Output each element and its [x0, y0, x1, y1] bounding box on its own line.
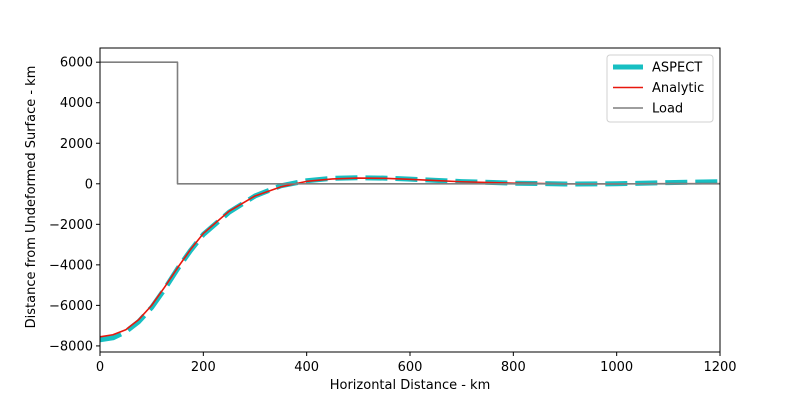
series-load-line [100, 61, 720, 185]
series-analytic-line [100, 177, 720, 338]
x-tick-label: 1200 [703, 360, 736, 375]
axes-layer: 0 200 400 600 800 1000 1200 −8000 −6000 −4000 −200… [49, 47, 737, 375]
y-tick-label: −8000 [49, 339, 93, 354]
y-tick-label: 6000 [60, 56, 93, 71]
x-tick-label: 600 [398, 360, 423, 375]
series-layer [100, 61, 720, 343]
legend: ASPECT Analytic Load [606, 54, 714, 123]
x-tick-label: 200 [191, 360, 216, 375]
y-tick-label: 4000 [60, 96, 93, 111]
series-aspect-line [100, 175, 720, 343]
y-axis-label: Distance from Undeformed Surface - km [24, 66, 39, 329]
plot-area [100, 61, 720, 343]
y-tick-label: −2000 [49, 218, 93, 233]
legend-label-analytic: Analytic [652, 81, 704, 96]
x-tick-label: 0 [96, 360, 104, 375]
y-tick-label: 2000 [60, 137, 93, 152]
y-tick-label: −6000 [49, 299, 93, 314]
y-tick-label: −4000 [49, 258, 93, 273]
x-axis-label: Horizontal Distance - km [330, 378, 491, 393]
y-tick-label: 0 [85, 177, 93, 192]
legend-box [606, 54, 714, 123]
x-tick-label: 1000 [600, 360, 633, 375]
legend-label-load: Load [652, 102, 683, 117]
x-tick-label: 400 [294, 360, 319, 375]
x-tick-label: 800 [501, 360, 526, 375]
legend-label-aspect: ASPECT [652, 61, 702, 76]
